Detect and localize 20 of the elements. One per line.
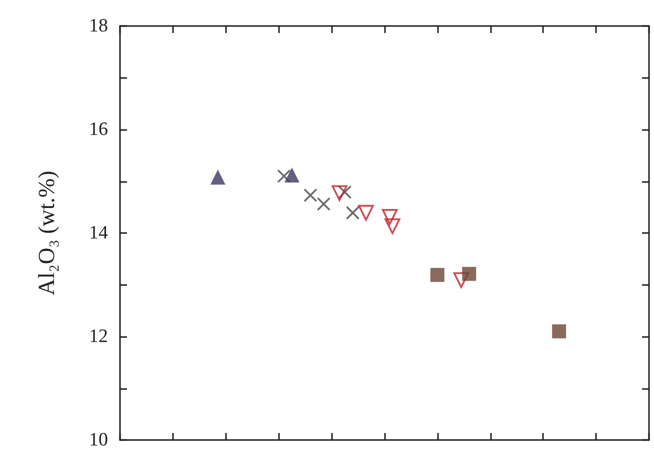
y-tick-label: 16 <box>89 119 108 140</box>
point <box>462 266 476 281</box>
y-tick-label: 14 <box>89 222 108 244</box>
y-tick-label: 18 <box>89 16 108 36</box>
y-tick-label: 10 <box>89 430 108 450</box>
point <box>346 206 360 220</box>
point <box>384 218 400 234</box>
point <box>304 188 318 202</box>
point <box>552 324 566 338</box>
point <box>284 168 300 183</box>
y-tick-label: 12 <box>89 326 108 347</box>
point <box>277 169 291 183</box>
point <box>430 268 444 282</box>
point <box>382 209 398 225</box>
point <box>316 197 331 211</box>
point <box>358 204 374 221</box>
point <box>338 185 352 200</box>
point <box>332 185 348 202</box>
point <box>210 170 226 185</box>
y-axis-title: Al₂O₃ (wt.%) <box>34 170 59 296</box>
